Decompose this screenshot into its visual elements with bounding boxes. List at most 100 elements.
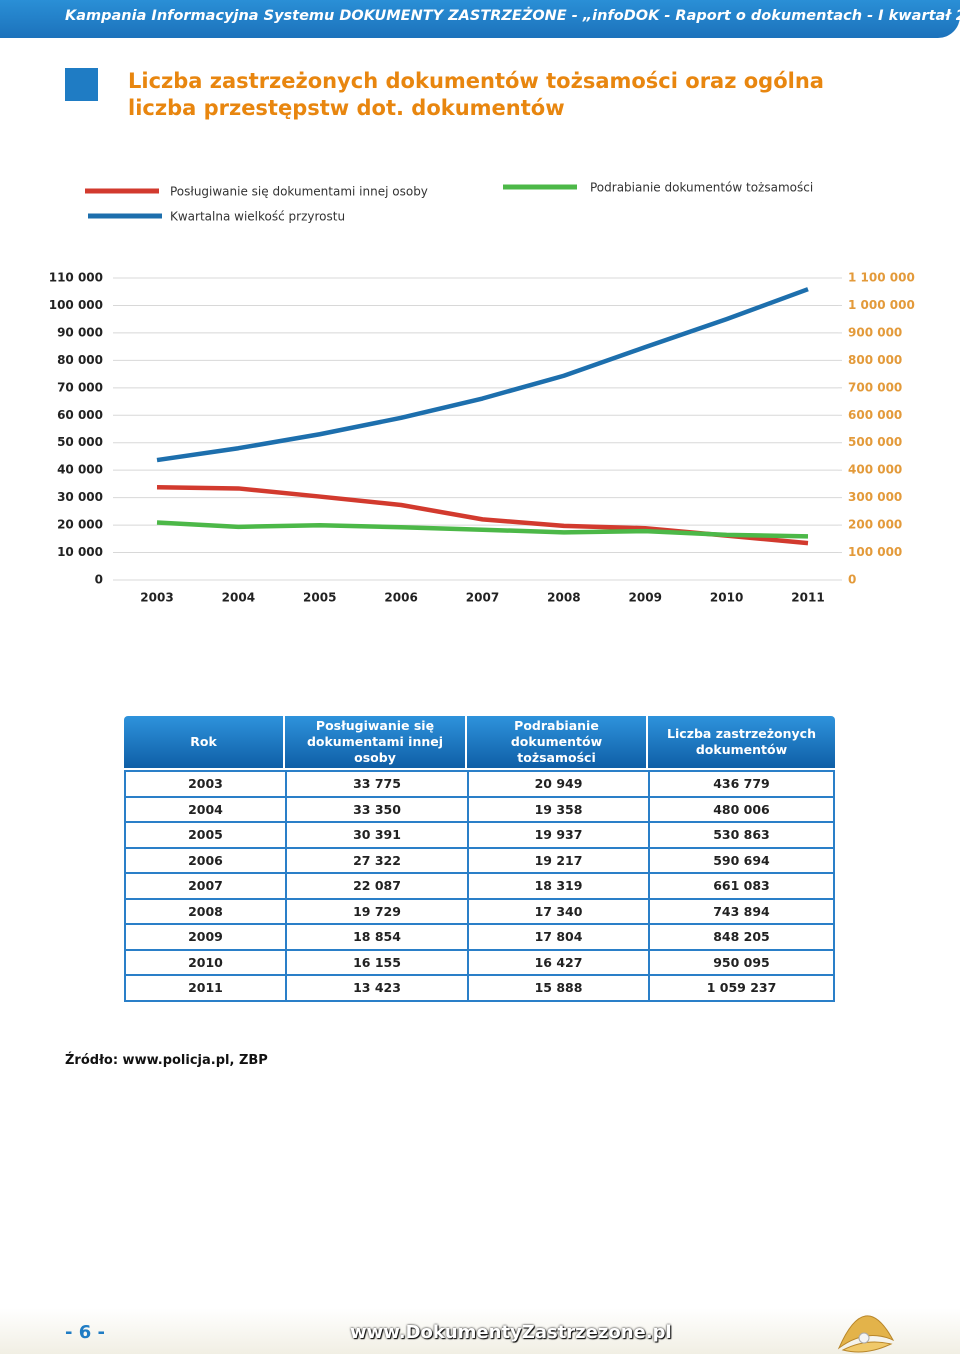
header-text: Kampania Informacyjna Systemu DOKUMENTY … (65, 8, 960, 24)
table-cell: 27 322 (285, 848, 467, 872)
table-cell: 16 427 (467, 950, 648, 974)
y2-tick-label: 500 000 (848, 435, 902, 449)
y2-tick-label: 0 (848, 573, 856, 587)
y-tick-label: 30 000 (57, 490, 103, 504)
footer-url: www.DokumentyZastrzezone.pl (350, 1322, 672, 1343)
x-tick-label: 2005 (303, 591, 336, 605)
series-line (156, 520, 809, 539)
x-tick-label: 2003 (140, 591, 173, 605)
table-cell: 743 894 (648, 899, 835, 923)
x-tick-label: 2007 (466, 591, 499, 605)
y2-tick-label: 800 000 (848, 353, 902, 367)
table-row: 2006 27 322 19 217 590 694 (124, 848, 835, 874)
title-marker (65, 68, 98, 101)
header-cell: Podrabianie dokumentów tożsamości (467, 716, 648, 768)
table-cell: 20 949 (467, 772, 648, 796)
table-row: 2003 33 775 20 949 436 779 (124, 772, 835, 798)
y-tick-label: 20 000 (57, 518, 103, 532)
table-cell: 2007 (124, 874, 285, 898)
y-tick-label: 70 000 (57, 380, 103, 394)
table-cell: 19 217 (467, 848, 648, 872)
y-tick-label: 60 000 (57, 408, 103, 422)
table-row: 2010 16 155 16 427 950 095 (124, 950, 835, 976)
y-tick-label: 40 000 (57, 463, 103, 477)
table-cell: 436 779 (648, 772, 835, 796)
page-number: - 6 - (65, 1322, 105, 1343)
table-cell: 1 059 237 (648, 976, 835, 1000)
table-cell: 480 006 (648, 797, 835, 821)
data-table: Rok Posługiwanie się dokumentami innej os… (124, 716, 835, 1002)
table-cell: 2010 (124, 950, 285, 974)
chart: 0 10 000 20 000 30 000 40 000 50 000 60 000 70 … (49, 181, 915, 605)
y-tick-label: 10 000 (57, 545, 103, 559)
table-cell: 15 888 (467, 976, 648, 1000)
table-cell: 22 087 (285, 874, 467, 898)
table-row: 2009 18 854 17 804 848 205 (124, 925, 835, 951)
y2-tick-label: 900 000 (848, 325, 902, 339)
table-cell: 848 205 (648, 925, 835, 949)
table-cell: 18 319 (467, 874, 648, 898)
table-cell: 2009 (124, 925, 285, 949)
table-cell: 30 391 (285, 823, 467, 847)
table-cell: 17 804 (467, 925, 648, 949)
table-cell: 19 729 (285, 899, 467, 923)
title: Liczba zastrzeżonych dokumentów tożsamoś… (128, 69, 824, 120)
x-tick-label: 2008 (547, 591, 580, 605)
y2-tick-label: 700 000 (848, 380, 902, 394)
legend-label: Posługiwanie się dokumentami innej osoby (170, 185, 428, 199)
table-cell: 19 937 (467, 823, 648, 847)
y2-tick-label: 300 000 (848, 490, 902, 504)
table-cell: 590 694 (648, 848, 835, 872)
header-cell: Posługiwanie się dokumentami innej osoby (285, 716, 467, 768)
header-bar: Kampania Informacyjna Systemu DOKUMENTY … (0, 0, 960, 38)
table-cell: 33 775 (285, 772, 467, 796)
footer-band (0, 1308, 960, 1354)
table-cell: 18 854 (285, 925, 467, 949)
table-cell: 2006 (124, 848, 285, 872)
y2-tick-label: 600 000 (848, 408, 902, 422)
table-cell: 950 095 (648, 950, 835, 974)
table-cell: 2008 (124, 899, 285, 923)
table-cell: 19 358 (467, 797, 648, 821)
y2-tick-label: 1 000 000 (848, 298, 915, 312)
source: Źródło: www.policja.pl, ZBP (65, 1053, 268, 1068)
table-cell: 2005 (124, 823, 285, 847)
y2-tick-label: 400 000 (848, 463, 902, 477)
y-tick-label: 80 000 (57, 353, 103, 367)
table-cell: 33 350 (285, 797, 467, 821)
y-tick-label: 0 (95, 573, 103, 587)
table-cell: 530 863 (648, 823, 835, 847)
table-cell: 661 083 (648, 874, 835, 898)
y2-tick-label: 1 100 000 (848, 271, 915, 285)
table-cell: 2003 (124, 772, 285, 796)
table-cell: 2004 (124, 797, 285, 821)
legend-label: Podrabianie dokumentów tożsamości (590, 181, 813, 195)
table-row: 2011 13 423 15 888 1 059 237 (124, 976, 835, 1002)
table-row: 2008 19 729 17 340 743 894 (124, 899, 835, 925)
legend-label: Kwartalna wielkość przyrostu (170, 210, 345, 224)
table-header-row: Rok Posługiwanie się dokumentami innej os… (124, 716, 835, 768)
header-gap (124, 768, 835, 772)
y-tick-label: 100 000 (49, 298, 103, 312)
x-tick-label: 2011 (791, 591, 824, 605)
x-tick-label: 2006 (384, 591, 417, 605)
table-cell: 13 423 (285, 976, 467, 1000)
table-cell: 16 155 (285, 950, 467, 974)
table-cell: 17 340 (467, 899, 648, 923)
table-row: 2004 33 350 19 358 480 006 (124, 797, 835, 823)
y2-tick-label: 200 000 (848, 518, 902, 532)
x-tick-label: 2010 (710, 591, 743, 605)
header-cell: Rok (124, 716, 285, 768)
shell-icon (837, 1315, 895, 1353)
x-tick-label: 2004 (222, 591, 255, 605)
x-tick-label: 2009 (629, 591, 662, 605)
y-tick-label: 110 000 (49, 271, 103, 285)
series-line (156, 287, 809, 463)
y2-tick-label: 100 000 (848, 545, 902, 559)
y-tick-label: 50 000 (57, 435, 103, 449)
table-row: 2005 30 391 19 937 530 863 (124, 823, 835, 849)
table-cell: 2011 (124, 976, 285, 1000)
y-tick-label: 90 000 (57, 325, 103, 339)
header-cell: Liczba zastrzeżonych dokumentów (667, 726, 816, 757)
